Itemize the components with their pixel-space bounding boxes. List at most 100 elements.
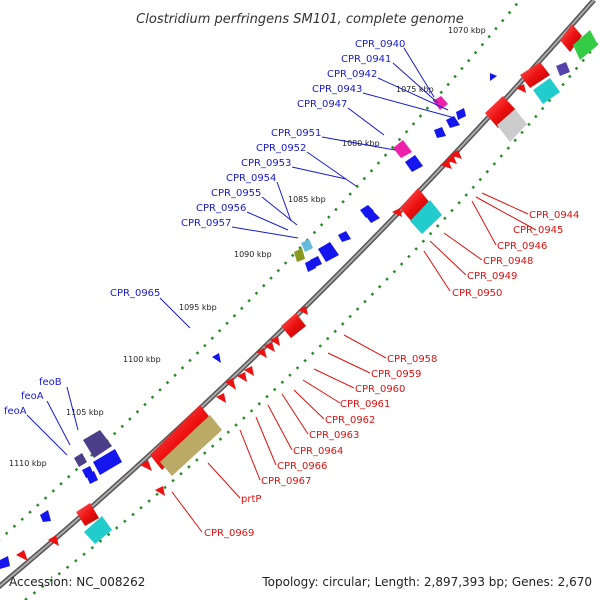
summary-text: Topology: circular; Length: 2,897,393 bp…: [261, 575, 592, 589]
gene-box[interactable]: [160, 415, 222, 476]
gene-arrow[interactable]: [490, 73, 497, 81]
reverse-label-leaders: [171, 192, 537, 533]
gene-arrow[interactable]: [392, 208, 402, 217]
gene-box[interactable]: [150, 405, 212, 470]
gene-label[interactable]: CPR_0964: [293, 446, 343, 457]
gene-arrow[interactable]: [256, 348, 267, 358]
gene-box[interactable]: [485, 96, 516, 128]
gene-arrow[interactable]: [298, 306, 308, 315]
gene-label[interactable]: CPR_0962: [325, 415, 375, 426]
gene-box[interactable]: [84, 516, 112, 544]
gene-arrow[interactable]: [456, 108, 466, 120]
gene-label[interactable]: CPR_0944: [529, 210, 579, 221]
gene-arrow[interactable]: [440, 160, 452, 169]
gene-box[interactable]: [83, 430, 112, 458]
kbp-label: 1110 kbp: [9, 459, 47, 468]
gene-box[interactable]: [520, 62, 550, 88]
gene-box[interactable]: [281, 313, 306, 338]
gene-arrow[interactable]: [450, 150, 462, 159]
kbp-label: 1100 kbp: [123, 355, 161, 364]
gene-box[interactable]: [400, 188, 430, 222]
gene-label[interactable]: CPR_0943: [312, 84, 362, 95]
forward-gene-labels: CPR_0940 CPR_0941 CPR_0942 CPR_0943 CPR_…: [4, 39, 405, 417]
gene-label[interactable]: CPR_0945: [513, 225, 563, 236]
gene-label[interactable]: feoB: [39, 377, 62, 388]
gene-label[interactable]: CPR_0951: [271, 128, 321, 139]
gene-arrow[interactable]: [445, 155, 457, 164]
gene-arrow[interactable]: [338, 231, 351, 242]
gene-label[interactable]: feoA: [4, 406, 27, 417]
gene-arrow[interactable]: [318, 242, 339, 262]
gene-label[interactable]: CPR_0949: [467, 271, 517, 282]
gene-box[interactable]: [433, 96, 448, 110]
gene-label[interactable]: CPR_0958: [387, 354, 437, 365]
gene-arrow[interactable]: [225, 378, 236, 390]
gene-box[interactable]: [533, 78, 560, 104]
gene-box[interactable]: [74, 453, 87, 467]
gene-arrow[interactable]: [155, 486, 165, 496]
gene-label[interactable]: CPR_0941: [341, 54, 391, 65]
gene-label[interactable]: CPR_0965: [110, 288, 160, 299]
gene-arrow[interactable]: [446, 116, 460, 128]
gene-label[interactable]: CPR_0959: [371, 369, 421, 380]
gene-arrow[interactable]: [140, 460, 152, 471]
gene-label[interactable]: CPR_0952: [256, 143, 306, 154]
gene-arrow[interactable]: [244, 366, 254, 376]
gene-label[interactable]: CPR_0948: [483, 256, 533, 267]
gene-arrow[interactable]: [16, 550, 28, 561]
gene-label[interactable]: prtP: [241, 494, 261, 505]
gene-label[interactable]: CPR_0961: [340, 399, 390, 410]
gene-label[interactable]: CPR_0969: [204, 528, 254, 539]
gene-label[interactable]: CPR_0954: [226, 173, 276, 184]
gene-arrow[interactable]: [86, 471, 98, 484]
gene-label[interactable]: CPR_0956: [196, 203, 246, 214]
gene-arrow[interactable]: [216, 393, 226, 403]
gene-label[interactable]: CPR_0940: [355, 39, 405, 50]
gene-arrow[interactable]: [360, 205, 374, 218]
gene-label[interactable]: feoA: [21, 391, 44, 402]
gene-arrow[interactable]: [237, 372, 247, 382]
kbp-label: 1075 kbp: [396, 85, 434, 94]
gene-box[interactable]: [556, 62, 570, 76]
gene-label[interactable]: CPR_0963: [309, 430, 359, 441]
inner-tick-ring: [24, 39, 600, 600]
gene-box[interactable]: [410, 200, 442, 234]
gene-box[interactable]: [573, 30, 598, 60]
gene-arrow[interactable]: [365, 211, 380, 223]
forward-label-leaders: [26, 47, 456, 456]
gene-box[interactable]: [294, 248, 305, 262]
gene-box[interactable]: [393, 140, 412, 158]
gene-arrow[interactable]: [434, 127, 446, 138]
gene-arrow[interactable]: [93, 449, 122, 475]
gene-label[interactable]: CPR_0942: [327, 69, 377, 80]
gene-box[interactable]: [76, 503, 99, 526]
gene-arrow[interactable]: [270, 336, 280, 346]
gene-box[interactable]: [560, 24, 582, 52]
map-title: Clostridium perfringens SM101, complete …: [136, 12, 464, 27]
gene-arrow[interactable]: [516, 84, 526, 93]
gene-arrow[interactable]: [48, 535, 59, 546]
gene-arrow[interactable]: [405, 155, 423, 172]
gene-label[interactable]: CPR_0957: [181, 218, 231, 229]
gene-arrow[interactable]: [264, 342, 275, 352]
gene-label[interactable]: CPR_0955: [211, 188, 261, 199]
reverse-strand-genes: [0, 24, 598, 569]
gene-label[interactable]: CPR_0966: [277, 461, 327, 472]
gene-label[interactable]: CPR_0947: [297, 99, 347, 110]
gene-box[interactable]: [497, 109, 527, 142]
gene-arrow[interactable]: [0, 556, 10, 569]
gene-arrow[interactable]: [212, 353, 221, 363]
gene-label[interactable]: CPR_0950: [452, 288, 502, 299]
gene-label[interactable]: CPR_0946: [497, 241, 547, 252]
gene-box[interactable]: [301, 239, 313, 252]
gene-label[interactable]: CPR_0960: [355, 384, 405, 395]
gene-arrow[interactable]: [305, 259, 316, 272]
kbp-label: 1070 kbp: [448, 26, 486, 35]
gene-label[interactable]: CPR_0953: [241, 158, 291, 169]
forward-strand-genes: [40, 73, 497, 522]
gene-label[interactable]: CPR_0967: [261, 476, 311, 487]
kbp-label: 1095 kbp: [179, 303, 217, 312]
gene-arrow[interactable]: [40, 510, 51, 522]
